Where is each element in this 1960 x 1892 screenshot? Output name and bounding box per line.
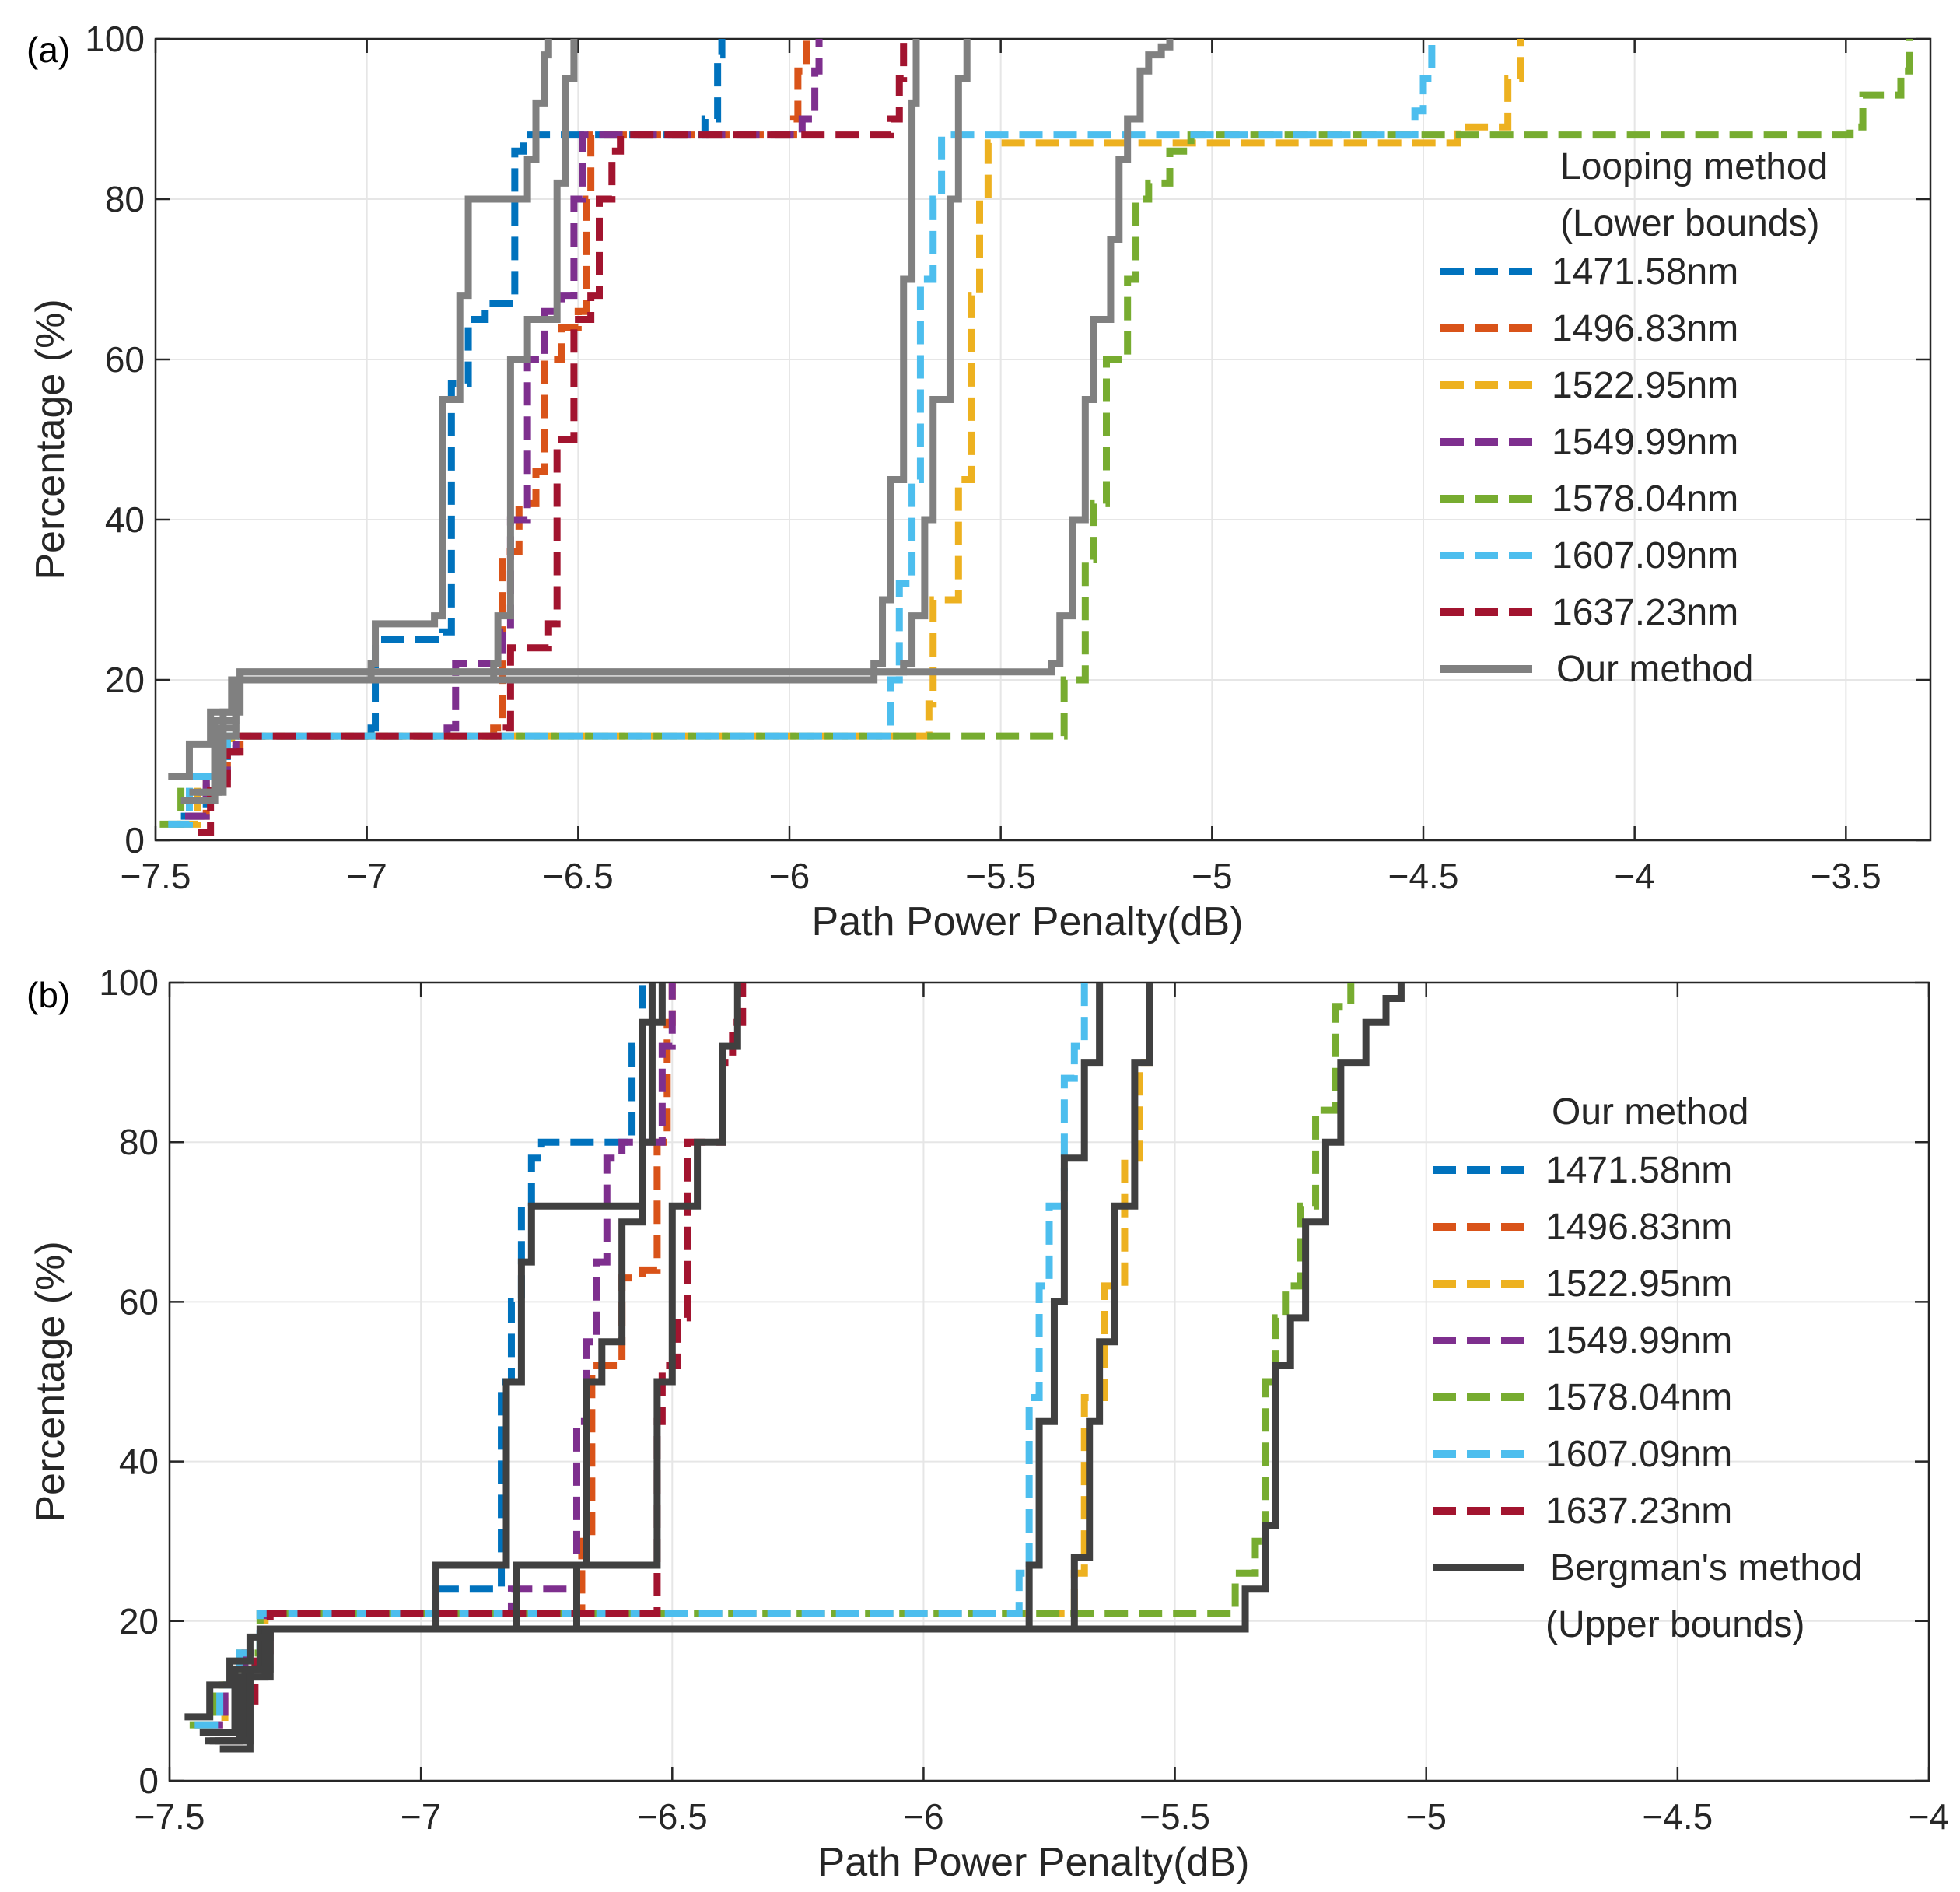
x-tick-label: −5 bbox=[1405, 1796, 1446, 1837]
reference-curve bbox=[185, 39, 578, 804]
y-tick-label: 80 bbox=[119, 1122, 159, 1162]
series-line-1637.23nm bbox=[198, 39, 908, 836]
y-axis-label: Percentage (%) bbox=[28, 1241, 73, 1522]
series-line-1607.09nm bbox=[194, 983, 1088, 1729]
legend-title: (Lower bounds) bbox=[1560, 203, 1820, 244]
y-tick-label: 80 bbox=[105, 179, 145, 219]
legend-label-1549.99nm: 1549.99nm bbox=[1545, 1320, 1732, 1361]
legend: Looping method (Lower bounds) 1471.58nm 149… bbox=[1440, 146, 1828, 690]
series-line-1496.83nm bbox=[189, 39, 810, 820]
plot-area-frame bbox=[168, 981, 1930, 1782]
y-tick-label: 40 bbox=[105, 499, 145, 540]
legend-label-1522.95nm: 1522.95nm bbox=[1552, 365, 1738, 406]
x-axis-label: Path Power Penalty(dB) bbox=[818, 1840, 1250, 1885]
x-tick-label: −5.5 bbox=[1139, 1796, 1210, 1837]
legend-label-1496.83nm: 1496.83nm bbox=[1552, 308, 1738, 349]
y-tick-label: 100 bbox=[85, 19, 145, 59]
legend-label-1471.58nm: 1471.58nm bbox=[1545, 1150, 1732, 1191]
y-tick-label: 60 bbox=[105, 339, 145, 380]
y-tick-label: 20 bbox=[105, 660, 145, 700]
legend-label-1471.58nm: 1471.58nm bbox=[1552, 251, 1738, 293]
y-tick-label: 40 bbox=[119, 1442, 159, 1482]
x-tick-label: −4.5 bbox=[1388, 856, 1459, 896]
x-tick-label: −6 bbox=[769, 856, 810, 896]
x-tick-label: −7 bbox=[346, 856, 387, 896]
legend-title: Looping method bbox=[1560, 146, 1828, 187]
curves bbox=[184, 983, 1405, 1753]
y-tick-label: 0 bbox=[138, 1761, 159, 1801]
x-tick-label: −6 bbox=[903, 1796, 943, 1837]
reference-curve bbox=[180, 39, 920, 804]
x-axis-label: Path Power Penalty(dB) bbox=[812, 899, 1244, 944]
x-tick-label: −7.5 bbox=[121, 856, 191, 896]
x-tick-label: −3.5 bbox=[1811, 856, 1881, 896]
legend-subtitle: (Upper bounds) bbox=[1545, 1604, 1805, 1645]
legend-title: Our method bbox=[1552, 1091, 1748, 1133]
y-tick-label: 0 bbox=[124, 820, 145, 860]
x-tick-label: −4.5 bbox=[1642, 1796, 1713, 1837]
curves bbox=[159, 39, 1913, 836]
y-axis-label: Percentage (%) bbox=[28, 299, 73, 580]
x-tick-label: −4 bbox=[1614, 856, 1654, 896]
legend-label-1496.83nm: 1496.83nm bbox=[1545, 1207, 1732, 1248]
x-tick-label: −7 bbox=[401, 1796, 441, 1837]
y-tick-label: 20 bbox=[119, 1601, 159, 1641]
reference-curve bbox=[219, 983, 741, 1753]
series-line-Our method bbox=[168, 39, 1174, 780]
legend-label-Bergman's method: Bergman's method bbox=[1550, 1547, 1862, 1589]
legend-label-1522.95nm: 1522.95nm bbox=[1545, 1263, 1732, 1305]
plot-area-frame bbox=[154, 37, 1932, 842]
legend-label-1578.04nm: 1578.04nm bbox=[1545, 1377, 1732, 1418]
legend-label-Our method: Our method bbox=[1556, 649, 1753, 690]
x-tick-label: −5 bbox=[1192, 856, 1232, 896]
legend-label-1607.09nm: 1607.09nm bbox=[1552, 535, 1738, 576]
y-tick-label: 100 bbox=[99, 962, 159, 1003]
series-line-1522.95nm bbox=[177, 39, 1524, 828]
legend-label-1578.04nm: 1578.04nm bbox=[1552, 478, 1738, 520]
legend: Our method 1471.58nm 1496.83nm 1522.95nm 154… bbox=[1433, 1091, 1862, 1645]
legend-label-1607.09nm: 1607.09nm bbox=[1545, 1434, 1732, 1475]
x-tick-label: −6.5 bbox=[637, 1796, 708, 1837]
x-tick-label: −4 bbox=[1909, 1796, 1949, 1837]
series-line-1471.58nm bbox=[180, 39, 726, 820]
panel-a: −7.5 −7 −6.5 −6 −5.5 −5 −4.5 −4 −3.5 0 20 40 60 80 100… bbox=[26, 19, 1932, 944]
x-tick-label: −7.5 bbox=[135, 1796, 205, 1837]
x-tick-label: −5.5 bbox=[965, 856, 1036, 896]
series-line-Bergman's method bbox=[184, 983, 1405, 1721]
panel-label: (b) bbox=[26, 975, 70, 1015]
panel-b: −7.5 −7 −6.5 −6 −5.5 −5 −4.5 −4 0 20 40 60 80 100 Path… bbox=[26, 962, 1949, 1885]
legend-label-1637.23nm: 1637.23nm bbox=[1545, 1491, 1732, 1532]
series-line-1607.09nm bbox=[168, 39, 1436, 828]
legend-label-1637.23nm: 1637.23nm bbox=[1552, 592, 1738, 633]
panel-label: (a) bbox=[26, 30, 70, 70]
y-tick-label: 60 bbox=[119, 1281, 159, 1322]
x-tick-label: −6.5 bbox=[543, 856, 614, 896]
legend-label-1549.99nm: 1549.99nm bbox=[1552, 422, 1738, 463]
reference-curve bbox=[198, 39, 971, 796]
